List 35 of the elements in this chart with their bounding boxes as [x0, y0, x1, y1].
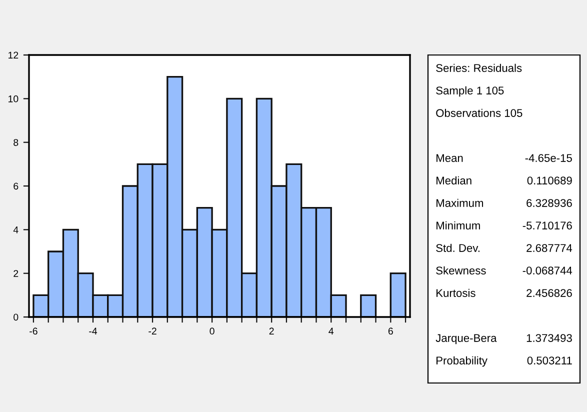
- text: Series: Residuals: [436, 64, 522, 72]
- text: 1.373493: [526, 334, 572, 342]
- x-tick-label: 0: [210, 328, 214, 335]
- x-tick-label: 2: [269, 328, 274, 334]
- text: Sample 1 105: [436, 86, 504, 97]
- text: Skewness: [436, 266, 486, 274]
- text: 2.687774: [526, 244, 572, 252]
- text: Median: [436, 176, 472, 184]
- text: Mean: [436, 154, 463, 162]
- y-tick-label: 12: [8, 52, 18, 59]
- text: -5.710176: [522, 222, 572, 230]
- y-tick-label: 6: [14, 182, 18, 190]
- x-tick-label: -6: [30, 328, 38, 335]
- y-tick-label: 4: [13, 226, 18, 234]
- text: Std. Dev.: [436, 244, 480, 252]
- y-tick-label: 0: [14, 314, 18, 321]
- x-tick-label: -2: [148, 328, 156, 334]
- text: Kurtosis: [436, 288, 476, 297]
- text: Maximum: [436, 198, 484, 207]
- text: Observations 105: [436, 108, 522, 117]
- text: Jarque-Bera: [436, 334, 497, 344]
- text: Probability: [436, 356, 488, 367]
- y-tick-label: 8: [14, 139, 18, 146]
- x-tick-label: 6: [388, 328, 393, 335]
- x-tick-label: 4: [328, 328, 334, 334]
- text: 0.503211: [527, 356, 572, 364]
- text: 6.328936: [526, 199, 572, 207]
- text: 0.110689: [527, 176, 572, 184]
- text: Minimum: [436, 221, 480, 230]
- text: -4.65e-15: [525, 154, 572, 162]
- x-tick-label: -4: [89, 328, 98, 334]
- y-tick-label: 10: [8, 95, 18, 102]
- text: 2.456826: [526, 289, 572, 297]
- text: -0.068744: [522, 266, 572, 274]
- y-tick-label: 2: [14, 270, 18, 277]
